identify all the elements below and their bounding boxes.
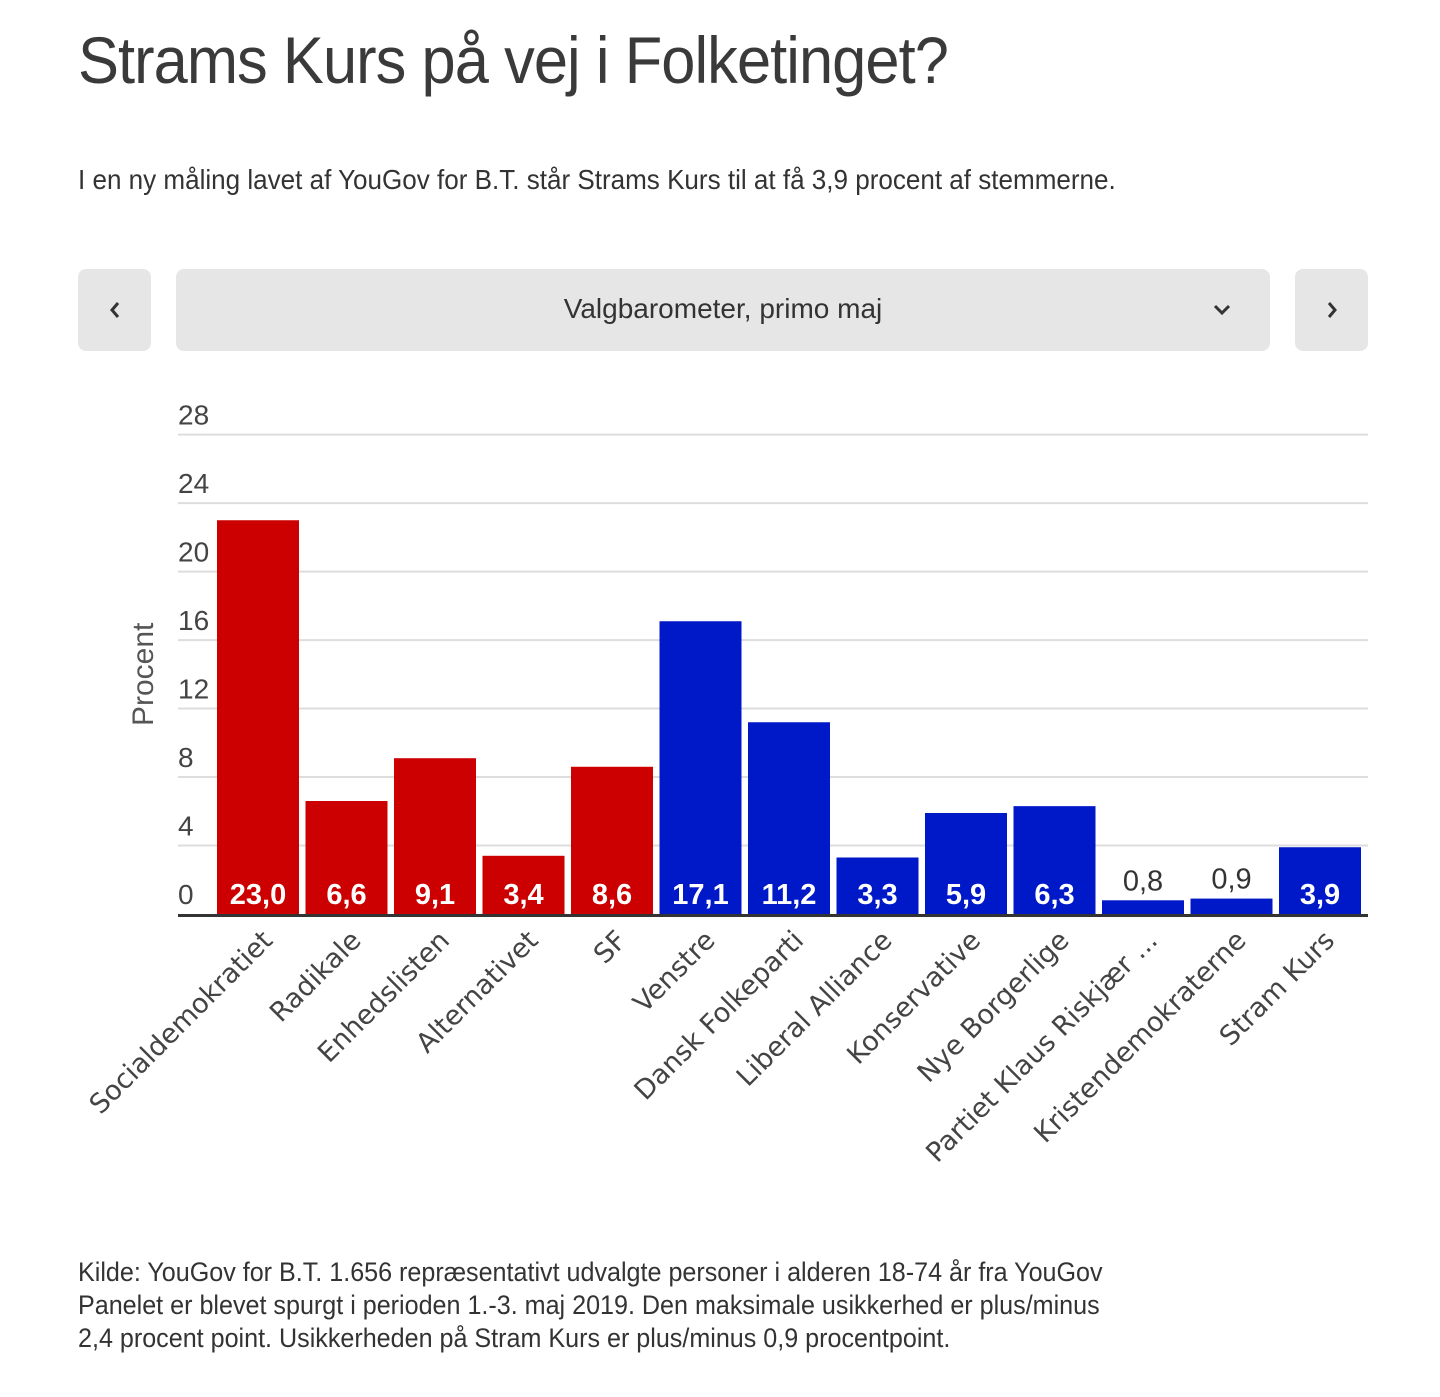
page-subtitle: I en ny måling lavet af YouGov for B.T. …: [78, 164, 1116, 195]
bar-nye-borgerlige: [1013, 806, 1096, 914]
y-tick-label: 24: [178, 468, 209, 499]
bar-value-label: 6,3: [1034, 879, 1074, 911]
bar-sf: [571, 766, 653, 914]
y-tick-label: 0: [178, 879, 194, 910]
bar-value-label: 3,4: [503, 879, 543, 911]
bar-stram-kurs: [1279, 847, 1361, 914]
bar-socialdemokratiet: [217, 520, 299, 914]
bar-liberal-alliance: [836, 857, 919, 914]
bar-value-label: 0,8: [1123, 865, 1163, 897]
bar-value-label: 11,2: [762, 879, 817, 911]
bar-enhedslisten: [394, 758, 476, 914]
source-line: 2,4 procent point. Usikkerheden på Stram…: [78, 1323, 951, 1353]
gridlines: [178, 433, 1368, 847]
bar-partiet-klaus-riskj-r: [1102, 900, 1184, 914]
bar-dansk-folkeparti: [748, 722, 830, 914]
dropdown-selected-label: Valgbarometer, primo maj: [563, 293, 883, 324]
y-tick-label: 16: [178, 605, 209, 636]
bar-value-label: 0,9: [1211, 864, 1251, 896]
page-title: Strams Kurs på vej i Folketinget?: [78, 23, 949, 97]
period-dropdown[interactable]: Valgbarometer, primo maj: [176, 269, 1270, 351]
y-tick-label: 28: [178, 400, 209, 431]
y-tick-label: 12: [178, 674, 209, 705]
bar-value-label: 6,6: [326, 879, 366, 911]
bar-kristendemokraterne: [1190, 898, 1273, 914]
bar-value-label: 17,1: [672, 879, 728, 911]
y-axis-label: Procent: [127, 622, 160, 726]
x-axis-tick-labels: SocialdemokratietRadikaleEnhedslistenAlt…: [84, 925, 1341, 1169]
x-tick-label: SF: [588, 925, 633, 970]
source-line: Kilde: YouGov for B.T. 1.656 repræsentat…: [78, 1257, 1103, 1287]
bar-value-label: 5,9: [946, 879, 986, 911]
bar-konservative: [925, 812, 1007, 914]
y-tick-label: 20: [178, 537, 209, 568]
x-tick-label: Liberal Alliance: [731, 925, 899, 1093]
chevron-down-icon: [1213, 304, 1231, 316]
bar-value-label: 9,1: [415, 879, 455, 911]
x-tick-label: Dansk Folkeparti: [629, 925, 810, 1106]
chevron-right-icon: [1327, 302, 1337, 318]
bar-venstre: [659, 621, 742, 914]
bar-value-label: 3,9: [1300, 879, 1340, 911]
y-tick-label: 8: [178, 742, 194, 773]
previous-button[interactable]: [78, 269, 151, 351]
bar-alternativet: [482, 855, 565, 914]
bar-value-label: 23,0: [230, 879, 286, 911]
value-labels: 23,0 6,6 9,1 3,4 8,6 17,1 11,2 3,3 5,9 6,3 0,8 0,9 3…: [230, 864, 1340, 911]
chevron-left-icon: [109, 302, 119, 318]
bar-value-label: 8,6: [592, 879, 632, 911]
y-axis-ticks: 0 4 8 12 16 20 24 28: [178, 400, 209, 910]
source-line: Panelet er blevet spurgt i perioden 1.-3…: [78, 1290, 1100, 1320]
bar-radikale: [305, 801, 388, 914]
bars: [217, 520, 1361, 914]
x-tick-label: Socialdemokratiet: [84, 925, 279, 1120]
x-tick-label: Nye Borgerlige: [912, 925, 1076, 1089]
next-button[interactable]: [1295, 269, 1368, 351]
bar-chart: 0 4 8 12 16 20 24 28 Procent 23,0 6,6 9,1 3,4 8,6 17…: [84, 400, 1368, 1169]
bar-value-label: 3,3: [857, 879, 897, 911]
source-note: Kilde: YouGov for B.T. 1.656 repræsentat…: [78, 1256, 1287, 1355]
y-tick-label: 4: [178, 811, 194, 842]
